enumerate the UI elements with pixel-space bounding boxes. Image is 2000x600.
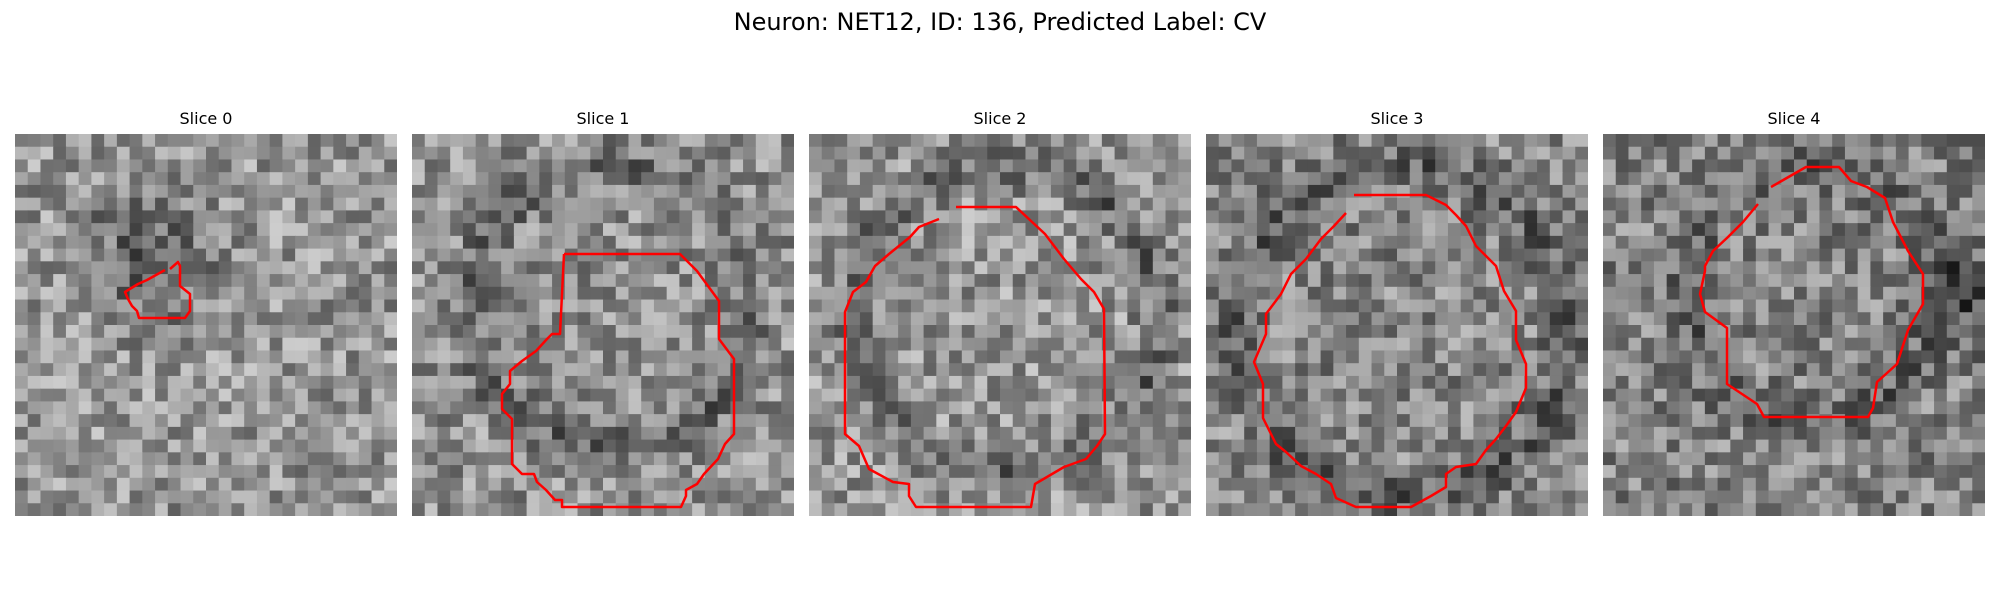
slice-image-4 xyxy=(1603,134,1985,516)
slice-title-2: Slice 2 xyxy=(973,109,1027,128)
slice-image-3 xyxy=(1206,134,1588,516)
roi-outline-3 xyxy=(1252,193,1528,509)
slice-panel-4: Slice 4 xyxy=(1603,108,1985,516)
slice-pixels-2 xyxy=(809,134,1191,516)
slice-panel-2: Slice 2 xyxy=(809,108,1191,516)
slice-image-1 xyxy=(412,134,794,516)
slice-pixels-4 xyxy=(1603,134,1985,516)
slice-image-0 xyxy=(15,134,397,516)
slice-panel-3: Slice 3 xyxy=(1206,108,1588,516)
slice-title-3: Slice 3 xyxy=(1370,109,1424,128)
roi-outline-2 xyxy=(843,205,1107,509)
slice-title-4: Slice 4 xyxy=(1767,109,1821,128)
roi-outline-4 xyxy=(1698,165,1925,419)
slice-panel-0: Slice 0 xyxy=(15,108,397,516)
slice-title-0: Slice 0 xyxy=(179,109,233,128)
slice-panel-1: Slice 1 xyxy=(412,108,794,516)
slice-pixels-3 xyxy=(1206,134,1588,516)
slice-image-2 xyxy=(809,134,1191,516)
roi-outline-0 xyxy=(123,260,192,320)
figure-title: Neuron: NET12, ID: 136, Predicted Label:… xyxy=(733,8,1267,36)
slice-pixels-1 xyxy=(412,134,794,516)
roi-outline-1 xyxy=(500,252,736,509)
slice-pixels-0 xyxy=(15,134,397,516)
slice-title-1: Slice 1 xyxy=(576,109,630,128)
